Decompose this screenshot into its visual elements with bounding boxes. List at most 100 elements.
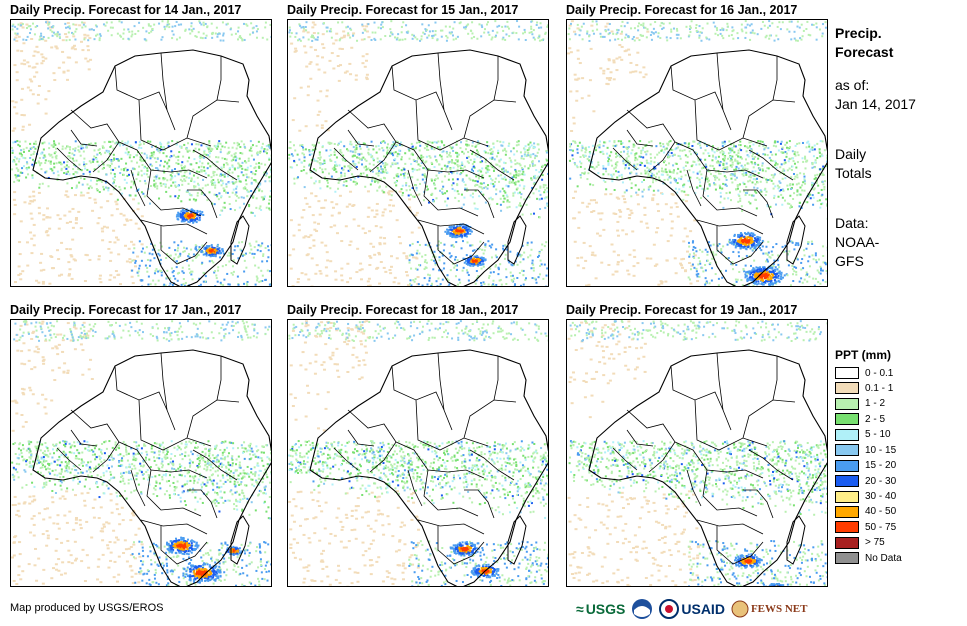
precip-field — [567, 20, 827, 286]
asof-label: as of: — [835, 77, 870, 93]
legend-row: 0 - 0.1 — [835, 366, 902, 380]
precip-field — [567, 320, 827, 586]
country-border — [626, 129, 654, 147]
country-border — [140, 519, 208, 535]
totals-line2: Totals — [835, 165, 872, 181]
legend-label: 1 - 2 — [865, 398, 886, 410]
country-border — [742, 399, 796, 439]
legend-label: 30 - 40 — [865, 491, 897, 502]
legend-swatch — [835, 397, 859, 410]
legend-row: 0.1 - 1 — [835, 381, 902, 395]
country-border — [716, 526, 764, 565]
legend-label: 5 - 10 — [865, 429, 891, 441]
country-border — [56, 447, 82, 471]
noaa-logo — [631, 598, 653, 620]
country-border — [742, 99, 796, 139]
legend-label: No Data — [865, 552, 902, 564]
legend-row: 1 - 2 — [835, 397, 902, 411]
side-info: Precip. Forecast as of: Jan 14, 2017 Dai… — [835, 24, 916, 271]
country-border — [407, 169, 423, 207]
country-border — [395, 141, 485, 179]
country-border — [347, 109, 397, 173]
country-border — [70, 429, 98, 447]
panel-title: Daily Precip. Forecast for 18 Jan., 2017 — [287, 303, 519, 317]
country-border — [716, 226, 764, 265]
usaid-seal-icon — [659, 599, 680, 619]
madagascar-outline — [786, 215, 806, 265]
legend-label: 0.1 - 1 — [865, 382, 894, 394]
forecast-panel-3: Daily Precip. Forecast for 16 Jan., 2017 — [566, 2, 828, 287]
country-border — [114, 65, 168, 111]
country-border — [463, 399, 517, 439]
legend-row: 50 - 75 — [835, 520, 902, 534]
fewsnet-globe-icon — [731, 600, 749, 618]
country-border — [670, 65, 724, 111]
africa-coastline — [32, 349, 271, 586]
legend-row: 15 - 20 — [835, 459, 902, 473]
country-border — [160, 352, 176, 431]
legend-row: > 75 — [835, 536, 902, 550]
country-border — [686, 169, 702, 207]
country-border — [437, 226, 485, 265]
country-border — [696, 219, 764, 235]
country-border — [216, 56, 222, 101]
precip-field — [11, 20, 271, 286]
country-border — [186, 99, 240, 139]
country-border — [130, 469, 146, 507]
country-border — [417, 519, 485, 535]
legend-swatch — [835, 505, 859, 518]
legend-swatch — [835, 552, 859, 565]
country-border — [130, 169, 146, 207]
side-title-line2: Forecast — [835, 44, 894, 60]
country-border — [748, 149, 794, 181]
legend-label: 10 - 15 — [865, 444, 897, 456]
precip-map[interactable] — [287, 19, 549, 287]
noaa-emblem-icon — [632, 599, 653, 619]
legend: PPT (mm) 0 - 0.1 0.1 - 1 1 - 2 2 - 5 5 - 10 1… — [835, 348, 902, 567]
country-border — [186, 399, 240, 439]
country-border — [670, 365, 724, 411]
country-border — [391, 65, 445, 111]
country-border — [694, 399, 768, 451]
africa-coastline — [588, 49, 827, 286]
country-border — [192, 149, 238, 181]
asof-date: Jan 14, 2017 — [835, 96, 916, 112]
legend-label: 50 - 75 — [865, 521, 897, 533]
forecast-panel-2: Daily Precip. Forecast for 15 Jan., 2017 — [287, 2, 549, 287]
precip-map[interactable] — [10, 19, 272, 287]
country-border — [192, 449, 238, 481]
legend-title: PPT (mm) — [835, 348, 892, 362]
country-border — [437, 526, 485, 565]
data-line3: GFS — [835, 253, 864, 269]
legend-swatch — [835, 428, 859, 441]
precip-map[interactable] — [566, 319, 828, 587]
panel-title: Daily Precip. Forecast for 16 Jan., 2017 — [566, 3, 798, 17]
country-border — [464, 489, 495, 519]
country-border — [686, 469, 702, 507]
precip-map[interactable] — [566, 19, 828, 287]
legend-row: 5 - 10 — [835, 428, 902, 442]
country-border — [437, 352, 453, 431]
panel-title: Daily Precip. Forecast for 14 Jan., 2017 — [10, 3, 242, 17]
legend-swatch — [835, 521, 859, 534]
panel-title: Daily Precip. Forecast for 17 Jan., 2017 — [10, 303, 242, 317]
legend-swatch — [835, 536, 859, 549]
panel-title: Daily Precip. Forecast for 15 Jan., 2017 — [287, 3, 519, 17]
precip-map[interactable] — [10, 319, 272, 587]
madagascar-outline — [786, 515, 806, 565]
country-border — [469, 149, 515, 181]
legend-row: 2 - 5 — [835, 412, 902, 426]
country-border — [138, 399, 212, 451]
data-line1: Data: — [835, 215, 869, 231]
legend-label: 15 - 20 — [865, 460, 897, 472]
africa-coastline — [588, 349, 827, 586]
legend-label: 40 - 50 — [865, 506, 897, 518]
country-border — [772, 56, 778, 101]
country-border — [423, 169, 479, 217]
usgs-logo: ≈ USGS — [576, 601, 626, 617]
precip-map[interactable] — [287, 319, 549, 587]
legend-label: 2 - 5 — [865, 413, 886, 425]
country-border — [118, 141, 208, 179]
country-border — [138, 99, 212, 151]
legend-row: No Data — [835, 551, 902, 565]
